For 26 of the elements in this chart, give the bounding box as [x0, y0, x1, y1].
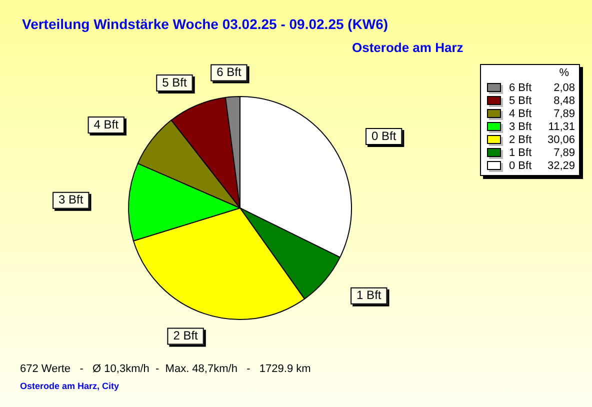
slice-label: 0 Bft — [371, 128, 397, 143]
legend-label: 3 Bft — [509, 120, 533, 132]
legend-label: 4 Bft — [509, 108, 533, 120]
legend-label: 0 Bft — [509, 160, 533, 172]
chart-subtitle: Osterode am Harz — [352, 40, 464, 55]
slice-label: 6 Bft — [216, 65, 242, 80]
data-label: 7,89 — [552, 146, 575, 158]
data-label: 2,08 — [552, 82, 575, 94]
data-label: 30,06 — [546, 134, 575, 146]
legend-label: 5 Bft — [509, 94, 533, 106]
legend-label: 2 Bft — [509, 134, 533, 146]
text: Osterode am Harz, City — [20, 381, 120, 391]
legend-label: 6 Bft — [509, 82, 533, 94]
slice-label: 2 Bft — [173, 328, 199, 343]
legend-title: % — [558, 67, 570, 81]
data-label: 11,31 — [547, 120, 575, 132]
chart-title: Verteilung Windstärke Woche 03.02.25 - 09.02.25 (KW6) — [22, 16, 388, 32]
slice-label: 4 Bft — [94, 117, 120, 132]
data-label: 32,29 — [546, 160, 575, 172]
category-label: 3 Bft — [58, 192, 84, 207]
slice-label: 5 Bft — [162, 75, 188, 90]
data-label: 7,89 — [552, 108, 575, 120]
text: 672 Werte - Ø 10,3km/h - Max. 48,7km/h - 1729.9 km — [20, 363, 311, 375]
slice-label: 1 Bft — [356, 288, 382, 302]
legend-label: 1 Bft — [509, 146, 533, 158]
data-label: 8,48 — [552, 94, 575, 106]
